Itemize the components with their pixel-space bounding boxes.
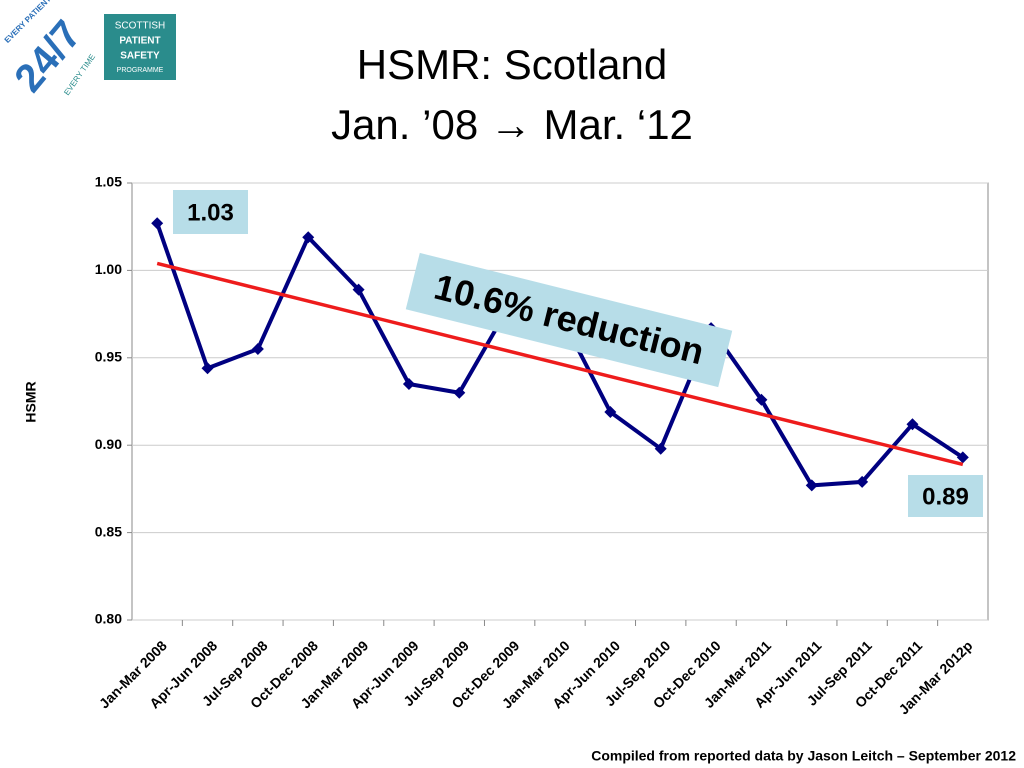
data-point — [201, 362, 214, 375]
logo-text: SCOTTISH — [115, 21, 166, 32]
annotation-box — [908, 475, 983, 517]
data-point — [805, 479, 818, 492]
data-point — [151, 217, 164, 230]
plot-area — [131, 182, 989, 621]
trend-line — [156, 261, 964, 467]
logo-text: PATIENT — [119, 36, 160, 47]
data-point — [906, 418, 919, 431]
annotation: 1.03 — [173, 190, 248, 234]
data-line — [155, 222, 964, 488]
logo: SCOTTISH PATIENT SAFETY PROGRAMME 24/7 E… — [3, 0, 176, 100]
data-point — [654, 442, 667, 455]
chart-title: HSMR: Scotland — [357, 41, 667, 88]
y-tick-label: 0.90 — [95, 436, 122, 452]
logo-text: PROGRAMME — [117, 67, 164, 74]
y-tick-label: 1.00 — [95, 261, 122, 277]
annotation-box — [405, 252, 733, 388]
data-point — [856, 475, 869, 488]
y-tick-label: 0.85 — [95, 523, 122, 539]
y-axis-label: HSMR — [23, 381, 39, 422]
annotation: 0.89 — [908, 475, 983, 517]
annotation-text: 0.89 — [922, 483, 969, 510]
annotation-text: 1.03 — [187, 199, 234, 226]
data-point — [251, 343, 264, 356]
logo-text: SAFETY — [120, 51, 160, 62]
y-tick-label: 1.05 — [95, 174, 122, 190]
y-tick-label: 0.95 — [95, 349, 122, 365]
annotation-box — [173, 190, 248, 234]
data-point — [453, 386, 466, 399]
data-point — [956, 451, 969, 464]
y-tick-label: 0.80 — [95, 611, 122, 627]
data-point — [402, 378, 415, 391]
data-point — [604, 405, 617, 418]
footer: Compiled from reported data by Jason Lei… — [591, 748, 1016, 764]
chart-title: Jan. ’08 → Mar. ‘12 — [331, 101, 693, 148]
data-point — [352, 283, 365, 296]
data-point — [302, 231, 315, 244]
data-point — [755, 393, 768, 406]
logo-box — [104, 14, 176, 80]
